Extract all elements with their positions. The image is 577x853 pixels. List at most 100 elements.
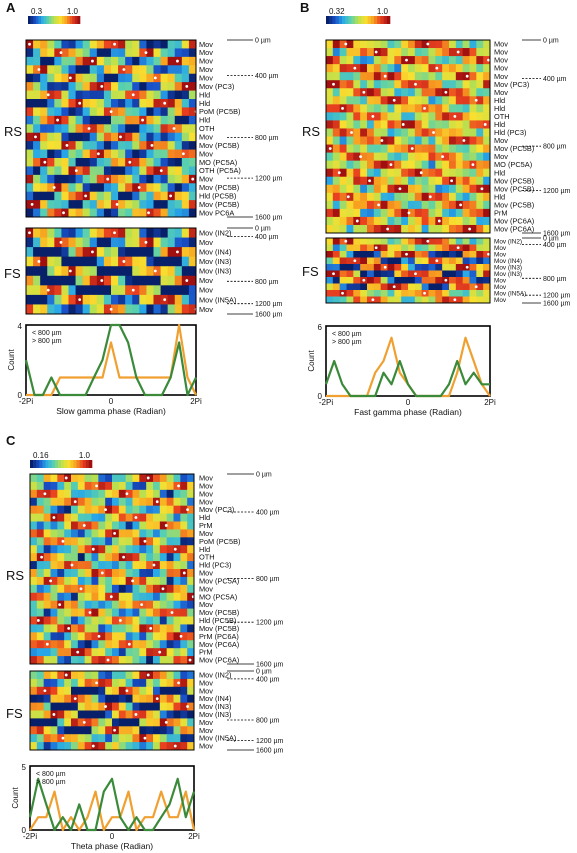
heatmap-cell [408, 96, 416, 105]
heatmap-cell [30, 474, 38, 483]
heatmap-cell [71, 624, 79, 633]
heatmap-cell [166, 521, 174, 530]
heatmap-cell [47, 56, 55, 66]
heatmap-cell [82, 200, 91, 209]
heatmap-cell [414, 192, 423, 202]
heatmap-cell [483, 277, 491, 284]
heatmap-cell [89, 99, 98, 108]
heatmap-cell [367, 120, 375, 129]
heatmap-cell [30, 497, 38, 507]
heatmap-cell [373, 208, 382, 218]
heatmap-cell [111, 166, 119, 176]
heatmap-cell [36, 592, 45, 602]
heatmap-cell [71, 710, 79, 719]
heatmap-cell [421, 257, 429, 265]
heatmap-cell [61, 200, 69, 209]
heatmap-cell [98, 537, 106, 546]
heatmap-cell [332, 168, 341, 178]
heatmap-cell [112, 569, 120, 578]
row-label: Mov [494, 251, 507, 258]
row-label: PrM [199, 648, 213, 657]
colorbar-segment [28, 16, 31, 24]
row-label: Mov (PC5B) [494, 184, 534, 193]
heatmap-cell [421, 296, 429, 304]
heatmap-cell [339, 184, 347, 194]
depth-label: 0 µm [543, 236, 559, 243]
heatmap-cell [96, 99, 105, 108]
heatmap-cell [435, 88, 443, 97]
heatmap-cell [167, 107, 176, 117]
heatmap-cell [167, 115, 176, 125]
heatmap-cell [174, 141, 183, 150]
heatmap-cell [89, 132, 98, 142]
heatmap-cell [71, 742, 79, 751]
heatmap-cell [339, 112, 347, 121]
heatmap-cell [68, 90, 76, 100]
heatmap-cell [36, 632, 45, 641]
heatmap-cell [68, 65, 76, 75]
peak-marker [153, 76, 157, 80]
heatmap-cell [68, 285, 76, 296]
heatmap-cell [139, 124, 147, 134]
row-label: Mov (PC5B) [494, 176, 534, 185]
heatmap-cell [332, 128, 341, 137]
heatmap-cell [394, 208, 402, 218]
heatmap-cell [125, 702, 133, 711]
heatmap-cell [89, 82, 98, 91]
colorbar-segment [54, 460, 59, 468]
heatmap-cell [61, 237, 69, 248]
heatmap-cell [30, 529, 38, 538]
y-axis-label: Count [307, 350, 316, 372]
heatmap-cell [118, 640, 127, 649]
heatmap-cell [173, 694, 181, 703]
heatmap-cell [132, 529, 140, 538]
heatmap-cell [360, 192, 368, 202]
heatmap-cell [84, 569, 92, 578]
heatmap-cell [421, 128, 429, 137]
row-label: Mov (IN5A) [199, 295, 236, 304]
heatmap-cell [332, 64, 341, 73]
heatmap-cell [380, 64, 388, 73]
heatmap-cell [118, 208, 126, 218]
heatmap-cell [82, 132, 91, 142]
heatmap-cell [98, 734, 106, 743]
heatmap-cell [449, 270, 457, 278]
heatmap-cell [187, 616, 195, 625]
heatmap-cell [98, 474, 106, 483]
heatmap-cell [82, 90, 91, 100]
heatmap-cell [421, 264, 429, 271]
heatmap-cell [33, 285, 41, 296]
heatmap-cell [112, 671, 120, 680]
heatmap-cell [30, 569, 38, 578]
heatmap-cell [442, 176, 450, 186]
heatmap-cell [442, 144, 450, 153]
peak-marker [52, 516, 56, 519]
heatmap-cell [82, 294, 91, 305]
heatmap-cell [40, 73, 48, 83]
heatmap-cell [139, 489, 147, 499]
heatmap-cell [387, 277, 395, 284]
heatmap-cell [332, 136, 341, 145]
heatmap-cell [373, 224, 382, 234]
depth-label: 1200 µm [543, 293, 571, 300]
heatmap-cell [353, 56, 361, 65]
peak-marker [52, 713, 56, 716]
heatmap-cell [132, 304, 140, 315]
heatmap-cell [84, 671, 92, 680]
peak-marker [119, 135, 122, 139]
heatmap-cell [118, 648, 127, 657]
heatmap-cell [132, 694, 140, 703]
heatmap-cell [139, 247, 147, 258]
colorbar-segment [64, 460, 68, 468]
heatmap-cell [139, 592, 147, 602]
heatmap-cell [57, 489, 65, 499]
heatmap-cell [146, 191, 154, 201]
heatmap-cell [173, 671, 181, 680]
heatmap-cell [98, 640, 106, 649]
peak-marker [405, 252, 408, 256]
heatmap-cell [435, 277, 443, 284]
colorbar-segment [56, 16, 60, 24]
heatmap-cell [367, 283, 375, 291]
heatmap-cell [64, 600, 72, 609]
peak-marker [483, 123, 487, 126]
